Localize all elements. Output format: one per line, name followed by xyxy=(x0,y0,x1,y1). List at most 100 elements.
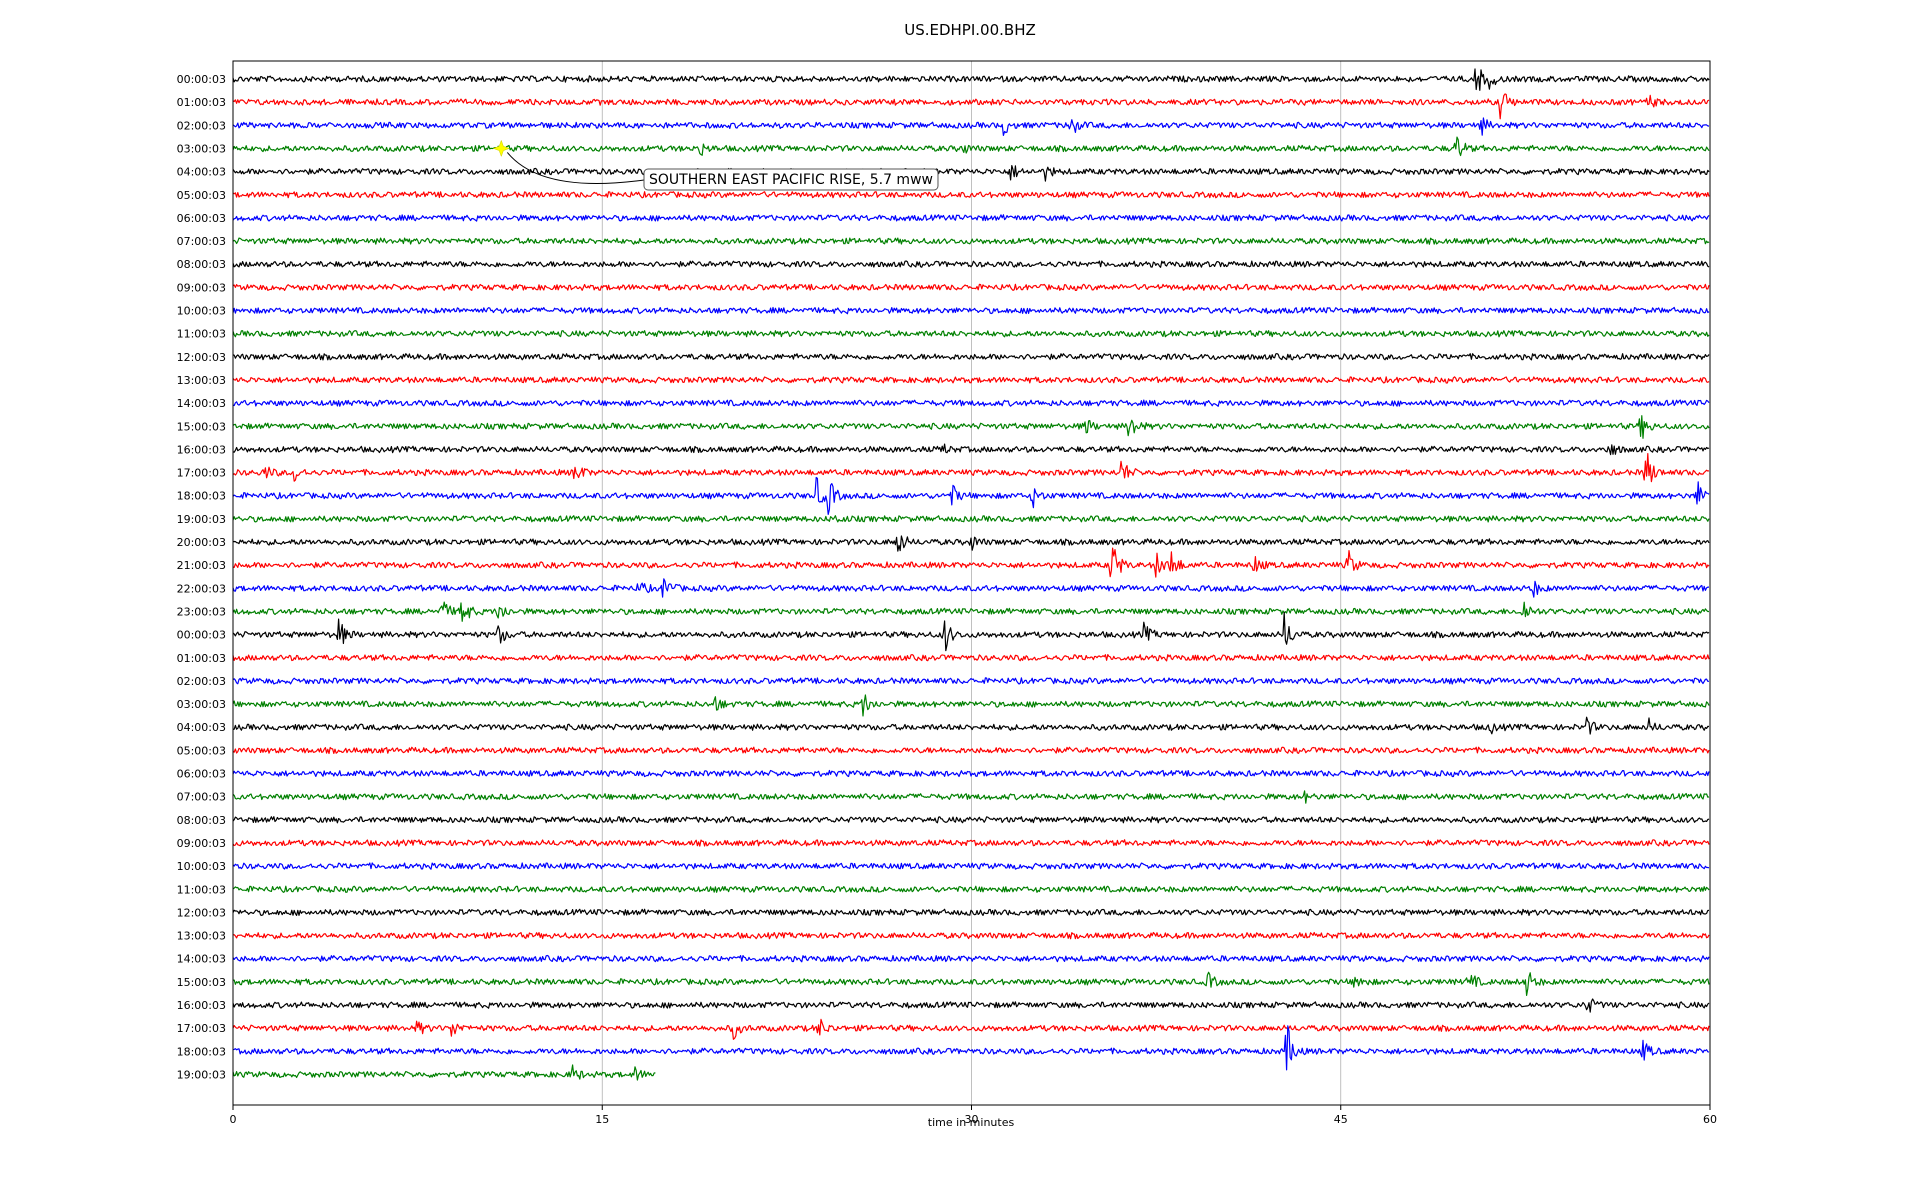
seismic-trace xyxy=(232,415,1710,439)
seismic-trace xyxy=(232,535,1710,552)
x-tick-label: 30 xyxy=(965,1113,979,1126)
seismic-trace xyxy=(232,283,1710,291)
seismic-trace xyxy=(232,769,1710,778)
seismic-trace xyxy=(232,1064,656,1081)
seismic-trace xyxy=(232,746,1710,755)
seismic-trace xyxy=(232,453,1710,483)
seismic-trace xyxy=(232,1025,1710,1071)
row-time-label: 13:00:03 xyxy=(177,374,226,387)
row-time-label: 13:00:03 xyxy=(177,930,226,943)
row-time-label: 16:00:03 xyxy=(177,999,226,1012)
seismic-trace xyxy=(232,862,1710,870)
seismic-trace xyxy=(232,93,1710,120)
seismic-trace xyxy=(232,547,1710,578)
row-time-label: 20:00:03 xyxy=(177,536,226,549)
event-annotation: SOUTHERN EAST PACIFIC RISE, 5.7 mww xyxy=(492,139,939,191)
seismic-trace xyxy=(232,476,1710,516)
row-time-label: 19:00:03 xyxy=(177,1068,226,1081)
seismic-trace xyxy=(232,816,1710,824)
seismic-trace xyxy=(232,214,1710,222)
x-tick-group: 0 15 30 45 60 xyxy=(230,1105,1717,1126)
seismic-trace xyxy=(232,790,1710,804)
row-time-label: 18:00:03 xyxy=(177,490,226,503)
row-time-label: 09:00:03 xyxy=(177,837,226,850)
row-time-label: 10:00:03 xyxy=(177,305,226,318)
annotation-label: SOUTHERN EAST PACIFIC RISE, 5.7 mww xyxy=(649,172,933,188)
row-time-label: 09:00:03 xyxy=(177,281,226,294)
seismic-trace xyxy=(232,839,1710,847)
row-time-label: 12:00:03 xyxy=(177,351,226,364)
x-tick-label: 60 xyxy=(1703,1113,1717,1126)
seismic-trace xyxy=(232,1018,1710,1040)
annotation-connector xyxy=(506,152,645,185)
row-time-label: 02:00:03 xyxy=(177,675,226,688)
row-time-label: 11:00:03 xyxy=(177,883,226,896)
row-time-label: 11:00:03 xyxy=(177,328,226,341)
row-time-label: 02:00:03 xyxy=(177,119,226,132)
row-time-label: 10:00:03 xyxy=(177,860,226,873)
grid-lines xyxy=(601,61,1342,1105)
trace-group xyxy=(232,68,1710,1081)
seismic-trace xyxy=(232,68,1710,91)
row-time-label: 23:00:03 xyxy=(177,605,226,618)
seismic-trace xyxy=(232,515,1710,523)
seismic-trace xyxy=(232,117,1710,136)
row-time-label: 01:00:03 xyxy=(177,652,226,665)
row-time-label: 12:00:03 xyxy=(177,906,226,919)
row-time-label: 15:00:03 xyxy=(177,420,226,433)
seismic-trace xyxy=(232,694,1710,717)
row-time-label: 07:00:03 xyxy=(177,235,226,248)
seismic-trace xyxy=(232,353,1710,361)
seismic-trace xyxy=(232,237,1710,245)
row-time-label: 00:00:03 xyxy=(177,629,226,642)
seismic-trace xyxy=(232,260,1710,268)
seismic-trace xyxy=(232,306,1710,315)
seismic-trace xyxy=(232,908,1710,917)
row-time-label: 05:00:03 xyxy=(177,189,226,202)
seismic-trace xyxy=(232,330,1710,338)
row-time-label: 03:00:03 xyxy=(177,698,226,711)
seismic-trace xyxy=(232,954,1710,963)
row-time-label: 04:00:03 xyxy=(177,721,226,734)
row-time-label: 21:00:03 xyxy=(177,559,226,572)
seismic-trace xyxy=(232,136,1710,157)
row-time-label: 17:00:03 xyxy=(177,467,226,480)
row-time-label: 06:00:03 xyxy=(177,768,226,781)
row-time-label: 04:00:03 xyxy=(177,166,226,179)
row-time-label: 01:00:03 xyxy=(177,96,226,109)
seismic-trace xyxy=(232,376,1710,384)
row-label-group: 00:00:03 01:00:03 02:00:03 03:00:03 04:00:03… xyxy=(177,73,226,1081)
seismic-trace xyxy=(232,399,1710,407)
row-time-label: 07:00:03 xyxy=(177,791,226,804)
x-tick-label: 15 xyxy=(595,1113,609,1126)
row-time-label: 22:00:03 xyxy=(177,582,226,595)
seismic-trace xyxy=(232,443,1710,456)
chart-title: US.EDHPI.00.BHZ xyxy=(904,21,1036,39)
seismic-trace xyxy=(232,165,1710,182)
event-star-marker xyxy=(492,139,511,158)
row-time-label: 00:00:03 xyxy=(177,73,226,86)
annotation-box xyxy=(643,168,939,191)
row-time-label: 03:00:03 xyxy=(177,142,226,155)
x-tick-label: 45 xyxy=(1334,1113,1348,1126)
row-time-label: 14:00:03 xyxy=(177,953,226,966)
row-time-label: 19:00:03 xyxy=(177,513,226,526)
seismic-trace xyxy=(232,677,1709,685)
row-time-label: 15:00:03 xyxy=(177,976,226,989)
row-time-label: 17:00:03 xyxy=(177,1022,226,1035)
row-time-label: 14:00:03 xyxy=(177,397,226,410)
seismic-trace xyxy=(232,885,1710,894)
row-time-label: 18:00:03 xyxy=(177,1045,226,1058)
row-time-label: 08:00:03 xyxy=(177,814,226,827)
seismic-trace xyxy=(232,191,1710,199)
row-time-label: 08:00:03 xyxy=(177,258,226,271)
seismic-trace xyxy=(232,998,1710,1013)
seismic-trace xyxy=(232,716,1710,735)
row-time-label: 16:00:03 xyxy=(177,443,226,456)
row-time-label: 06:00:03 xyxy=(177,212,226,225)
seismic-trace xyxy=(232,971,1710,997)
x-axis-label: time in minutes xyxy=(928,1116,1015,1129)
seismic-trace xyxy=(232,578,1709,598)
seismic-trace xyxy=(232,931,1710,940)
